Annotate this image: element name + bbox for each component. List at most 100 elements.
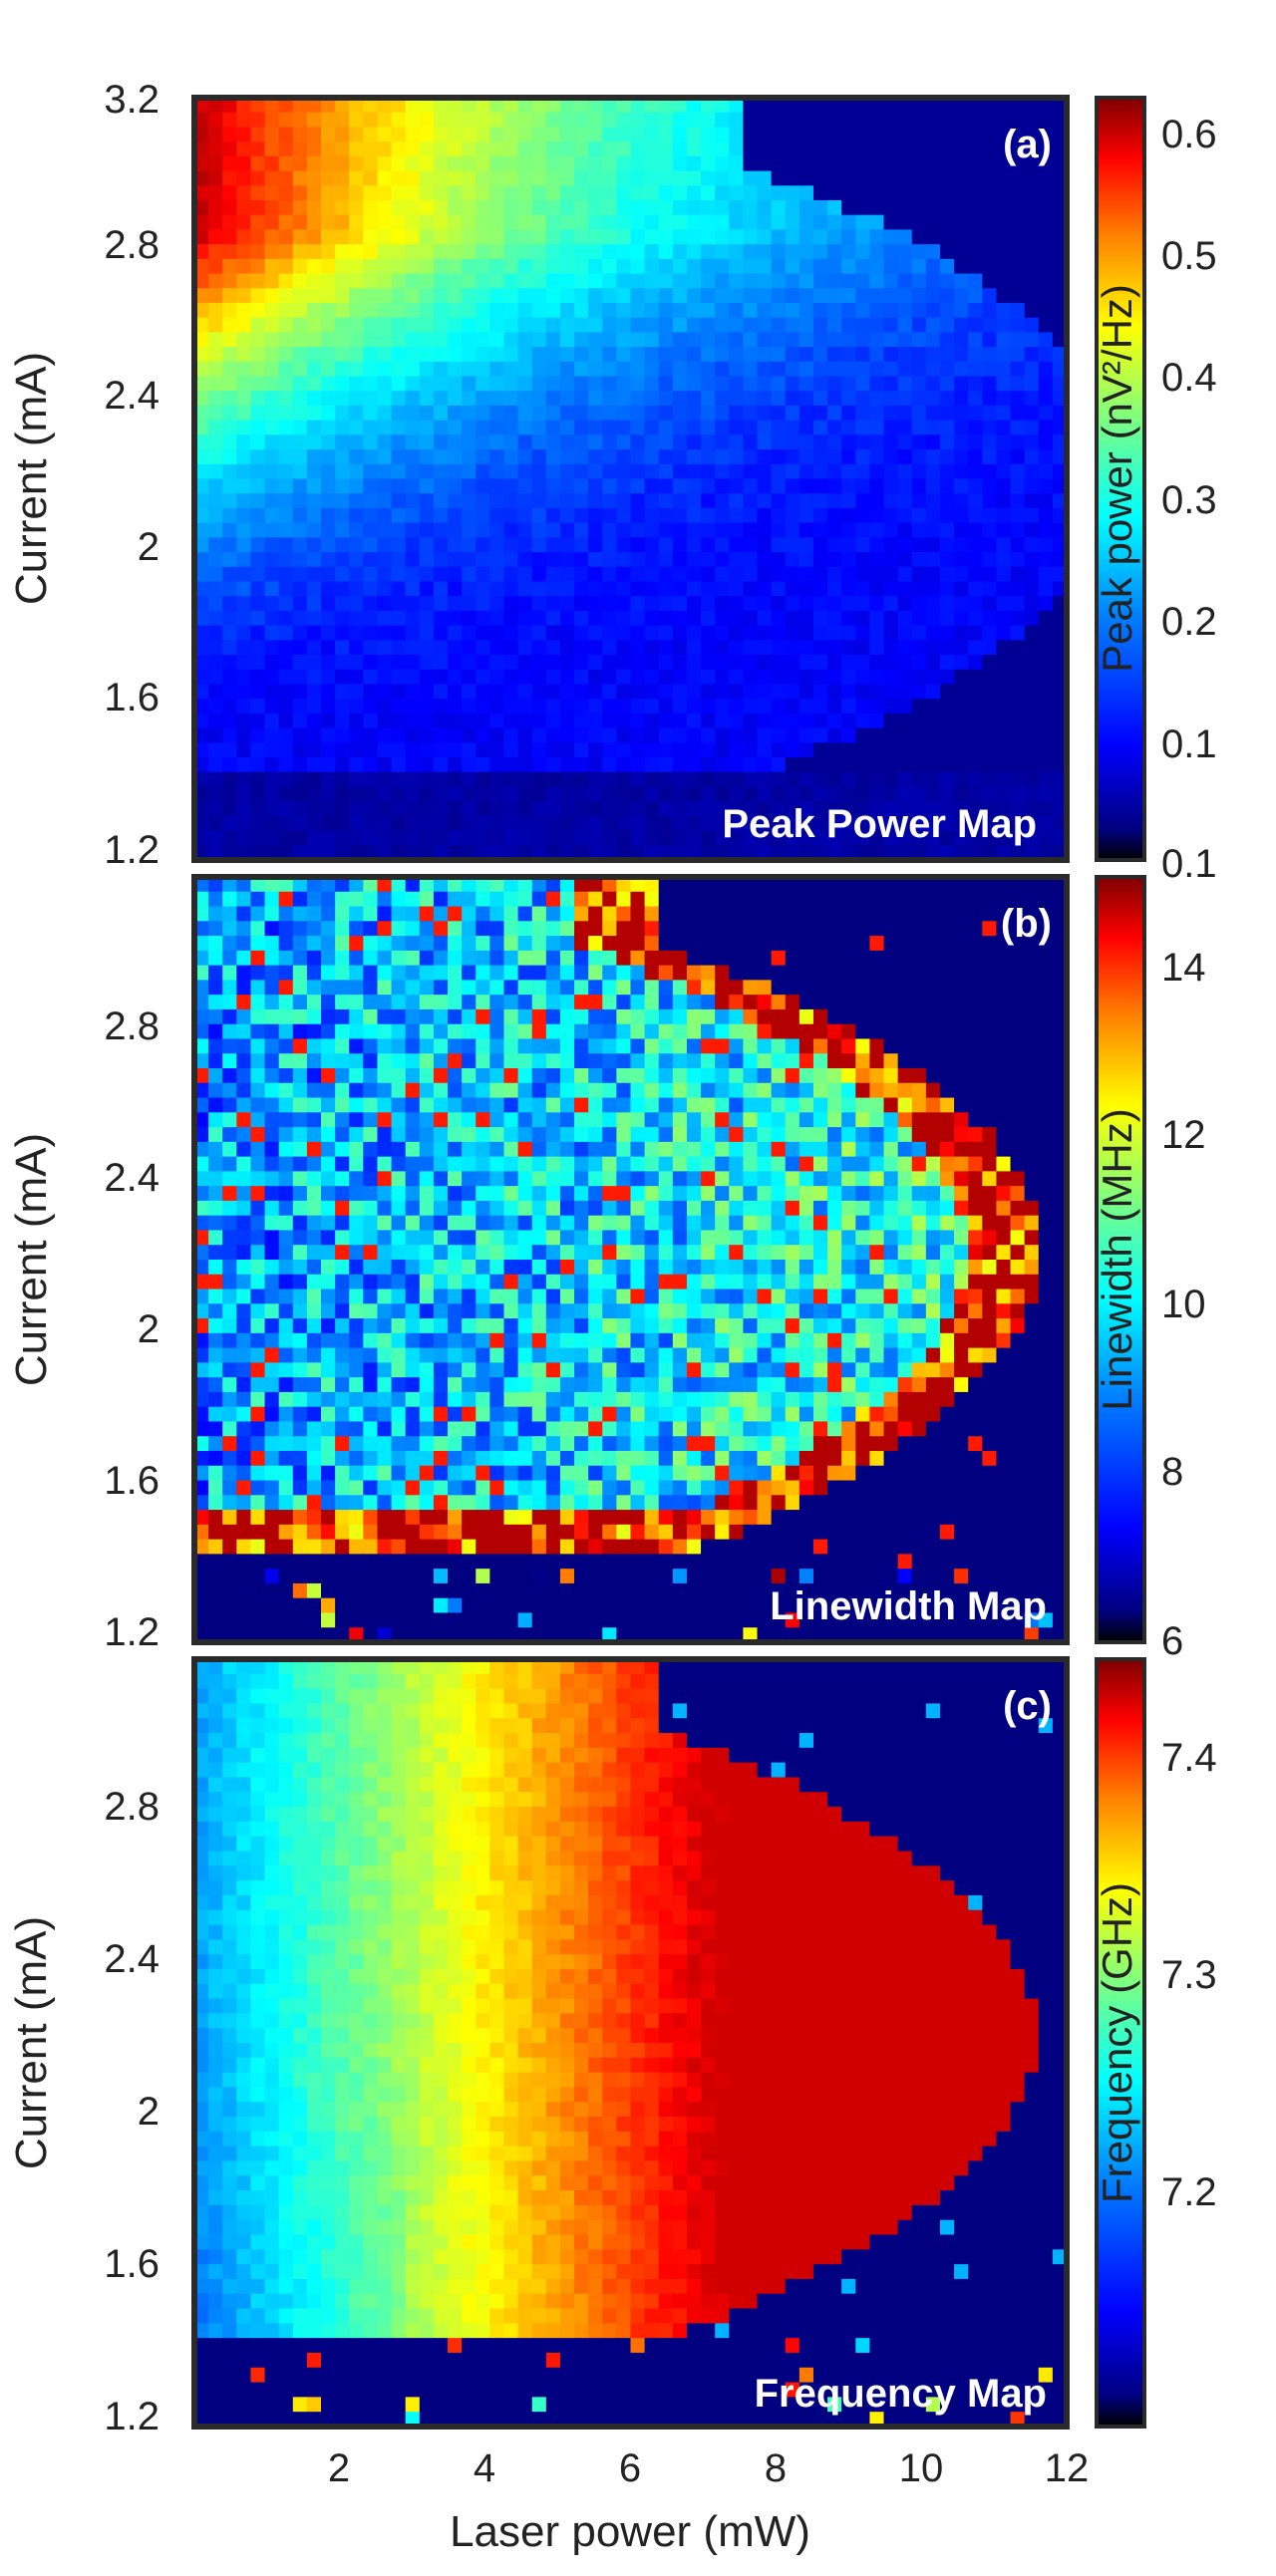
heatmap-cell (278, 1038, 294, 1054)
heatmap-cell (321, 347, 336, 363)
heatmap-cell (686, 478, 702, 494)
heatmap-cell (855, 302, 871, 319)
heatmap-cell (194, 786, 209, 802)
heatmap-cell (306, 273, 322, 289)
heatmap-cell (208, 640, 223, 656)
heatmap-cell (785, 244, 800, 260)
heatmap-cell (686, 742, 702, 758)
heatmap-cell (517, 302, 533, 319)
heatmap-cell (968, 170, 983, 186)
heatmap-cell (1024, 891, 1040, 908)
heatmap-cell (208, 684, 223, 700)
heatmap-cell (757, 640, 773, 656)
heatmap-cell (489, 669, 505, 686)
heatmap-cell (545, 405, 561, 422)
heatmap-cell (982, 142, 998, 157)
heatmap-cell (798, 1156, 814, 1172)
heatmap-cell (855, 1230, 871, 1246)
heatmap-cell (911, 596, 927, 612)
heatmap-cell (391, 921, 407, 937)
heatmap-cell (939, 420, 955, 435)
heatmap-cell (377, 980, 393, 996)
heatmap-cell (658, 376, 674, 392)
heatmap-cell (377, 478, 393, 494)
heatmap-cell (250, 995, 266, 1010)
heatmap-cell (377, 507, 393, 524)
heatmap-cell (897, 434, 913, 450)
heatmap-cell (715, 965, 730, 981)
heatmap-cell (462, 1112, 477, 1128)
heatmap-cell (264, 1171, 280, 1187)
heatmap-cell (855, 891, 871, 908)
heatmap-cell (939, 566, 955, 583)
heatmap-cell (869, 127, 885, 143)
heatmap-cell (785, 332, 800, 348)
heatmap-cell (841, 699, 856, 715)
heatmap-cell (672, 610, 688, 627)
heatmap-cell (462, 625, 477, 641)
heatmap-cell (897, 332, 913, 348)
heatmap-cell (489, 625, 505, 641)
heatmap-cell (222, 170, 237, 186)
heatmap-cell (264, 361, 280, 378)
heatmap-cell (1024, 566, 1040, 583)
heatmap-cell (897, 449, 913, 465)
heatmap-cell (911, 1230, 927, 1246)
heatmap-cell (335, 936, 350, 952)
heatmap-cell (222, 1112, 237, 1128)
heatmap-cell (982, 596, 998, 612)
heatmap-cell (630, 229, 646, 245)
heatmap-cell (335, 669, 350, 686)
heatmap-cell (658, 713, 674, 729)
heatmap-cell (798, 1274, 814, 1290)
heatmap-cell (250, 596, 266, 612)
heatmap-cell (503, 771, 519, 788)
heatmap-cell (250, 112, 266, 129)
heatmap-cell (531, 361, 547, 378)
heatmap-cell (321, 1141, 336, 1158)
heatmap-cell (827, 1274, 842, 1290)
heatmap-cell (531, 98, 547, 114)
heatmap-cell (743, 391, 759, 407)
heatmap-cell (545, 155, 561, 172)
heatmap-cell (743, 199, 759, 216)
heatmap-cell (1010, 699, 1026, 715)
heatmap-cell (798, 830, 814, 846)
heatmap-cell (798, 229, 814, 245)
heatmap-cell (1052, 434, 1068, 450)
heatmap-cell (349, 347, 364, 363)
heatmap-cell (236, 995, 252, 1010)
heatmap-cell (841, 669, 856, 686)
heatmap-cell (194, 877, 209, 893)
heatmap-cell (869, 771, 885, 788)
heatmap-cell (278, 493, 294, 509)
heatmap-cell (545, 170, 561, 186)
heatmap-cell (250, 302, 266, 319)
heatmap-cell (208, 891, 223, 908)
heatmap-cell (433, 980, 449, 996)
heatmap-cell (1024, 845, 1040, 861)
heatmap-cell (701, 170, 716, 186)
heatmap-cell (588, 478, 603, 494)
heatmap-cell (658, 965, 674, 981)
heatmap-cell (194, 727, 209, 743)
heatmap-cell (321, 669, 336, 686)
heatmap-cell (827, 950, 842, 967)
heatmap-cell (448, 112, 463, 129)
heatmap-cell (1052, 1200, 1068, 1217)
heatmap-cell (925, 845, 941, 861)
heatmap-cell (954, 332, 969, 348)
heatmap-cell (236, 1230, 252, 1246)
heatmap-cell (503, 684, 519, 700)
heatmap-cell (715, 891, 730, 908)
heatmap-cell (616, 699, 632, 715)
heatmap-cell (827, 537, 842, 553)
heatmap-cell (489, 581, 505, 597)
heatmap-cell (785, 376, 800, 392)
heatmap-cell (686, 906, 702, 922)
heatmap-cell (349, 522, 364, 538)
heatmap-cell (236, 877, 252, 893)
heatmap-cell (743, 742, 759, 758)
heatmap-cell (531, 906, 547, 922)
heatmap-cell (222, 463, 237, 480)
